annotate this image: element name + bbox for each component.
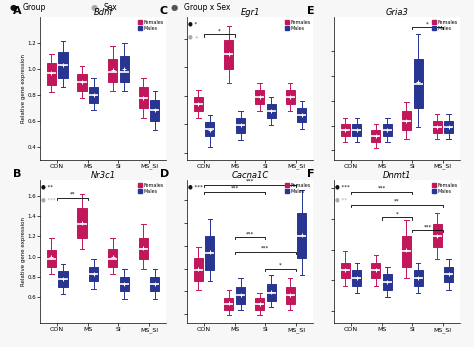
Text: C: C: [160, 6, 168, 16]
Text: Group x Sex: Group x Sex: [184, 3, 230, 12]
PathPatch shape: [119, 277, 129, 291]
Title: Nr3c1: Nr3c1: [91, 171, 116, 180]
PathPatch shape: [371, 130, 381, 142]
PathPatch shape: [341, 124, 350, 136]
Text: ● *: ● *: [188, 22, 197, 27]
Text: ***: ***: [423, 224, 432, 229]
Text: ● ***: ● ***: [335, 185, 350, 190]
PathPatch shape: [255, 298, 264, 310]
Title: Gria3: Gria3: [385, 8, 409, 17]
PathPatch shape: [341, 263, 350, 278]
PathPatch shape: [413, 59, 423, 108]
Y-axis label: Relative gene expression: Relative gene expression: [21, 54, 26, 123]
PathPatch shape: [285, 287, 295, 304]
Text: ● ***: ● ***: [188, 185, 203, 190]
PathPatch shape: [224, 40, 234, 69]
PathPatch shape: [224, 298, 234, 310]
PathPatch shape: [108, 248, 117, 267]
PathPatch shape: [150, 100, 159, 121]
PathPatch shape: [432, 121, 442, 133]
PathPatch shape: [383, 274, 392, 290]
PathPatch shape: [150, 277, 159, 291]
PathPatch shape: [47, 62, 56, 85]
Text: **: **: [70, 192, 75, 196]
Text: *: *: [279, 263, 282, 268]
PathPatch shape: [444, 266, 453, 282]
Text: ***: ***: [230, 186, 239, 191]
PathPatch shape: [444, 121, 453, 133]
PathPatch shape: [58, 52, 68, 78]
PathPatch shape: [77, 74, 87, 91]
PathPatch shape: [236, 287, 245, 304]
PathPatch shape: [194, 259, 203, 281]
PathPatch shape: [297, 213, 306, 259]
PathPatch shape: [383, 124, 392, 136]
Text: ●: ●: [171, 3, 178, 12]
PathPatch shape: [266, 104, 276, 118]
Text: *: *: [396, 211, 398, 216]
Text: Sex: Sex: [103, 3, 117, 12]
PathPatch shape: [432, 224, 442, 247]
PathPatch shape: [413, 270, 423, 286]
Legend: Females, Males: Females, Males: [137, 18, 165, 33]
Legend: Females, Males: Females, Males: [283, 181, 312, 196]
Text: B: B: [13, 169, 21, 179]
PathPatch shape: [89, 267, 98, 281]
PathPatch shape: [138, 87, 148, 108]
PathPatch shape: [47, 249, 56, 267]
Text: A: A: [13, 6, 21, 16]
Text: **: **: [394, 198, 400, 203]
Title: Dnmt1: Dnmt1: [383, 171, 411, 180]
Legend: Females, Males: Females, Males: [283, 18, 312, 33]
PathPatch shape: [194, 97, 203, 111]
Text: ● ***: ● ***: [41, 197, 56, 203]
PathPatch shape: [58, 271, 68, 287]
Title: Egr1: Egr1: [240, 8, 260, 17]
Y-axis label: Relative gene expression: Relative gene expression: [21, 217, 26, 286]
Text: *: *: [426, 21, 429, 26]
Text: ***: ***: [377, 186, 386, 191]
PathPatch shape: [236, 118, 245, 133]
Text: ● **: ● **: [41, 185, 53, 190]
Text: ●: ●: [9, 3, 17, 12]
PathPatch shape: [119, 56, 129, 82]
Text: ●: ●: [90, 3, 97, 12]
PathPatch shape: [402, 236, 411, 266]
Text: ***: ***: [246, 179, 254, 184]
PathPatch shape: [285, 90, 295, 104]
PathPatch shape: [77, 208, 87, 238]
PathPatch shape: [297, 108, 306, 122]
PathPatch shape: [402, 111, 411, 130]
Legend: Females, Males: Females, Males: [137, 181, 165, 196]
PathPatch shape: [89, 87, 98, 103]
Text: *: *: [218, 28, 221, 33]
PathPatch shape: [205, 122, 215, 136]
Text: E: E: [307, 6, 314, 16]
Text: ***: ***: [261, 245, 270, 251]
Title: Cacna1C: Cacna1C: [231, 171, 269, 180]
Text: ● **: ● **: [335, 197, 347, 203]
Text: D: D: [160, 169, 169, 179]
PathPatch shape: [205, 236, 215, 270]
Title: Bdnf: Bdnf: [93, 8, 113, 17]
PathPatch shape: [371, 263, 381, 278]
PathPatch shape: [352, 270, 362, 286]
Text: Group: Group: [23, 3, 46, 12]
Text: ***: ***: [246, 231, 254, 236]
PathPatch shape: [108, 59, 117, 82]
Text: ● +: ● +: [188, 34, 200, 40]
PathPatch shape: [266, 284, 276, 301]
Legend: Females, Males: Females, Males: [430, 18, 459, 33]
PathPatch shape: [138, 238, 148, 259]
Text: F: F: [307, 169, 314, 179]
PathPatch shape: [352, 124, 362, 136]
Legend: Females, Males: Females, Males: [430, 181, 459, 196]
PathPatch shape: [255, 90, 264, 104]
